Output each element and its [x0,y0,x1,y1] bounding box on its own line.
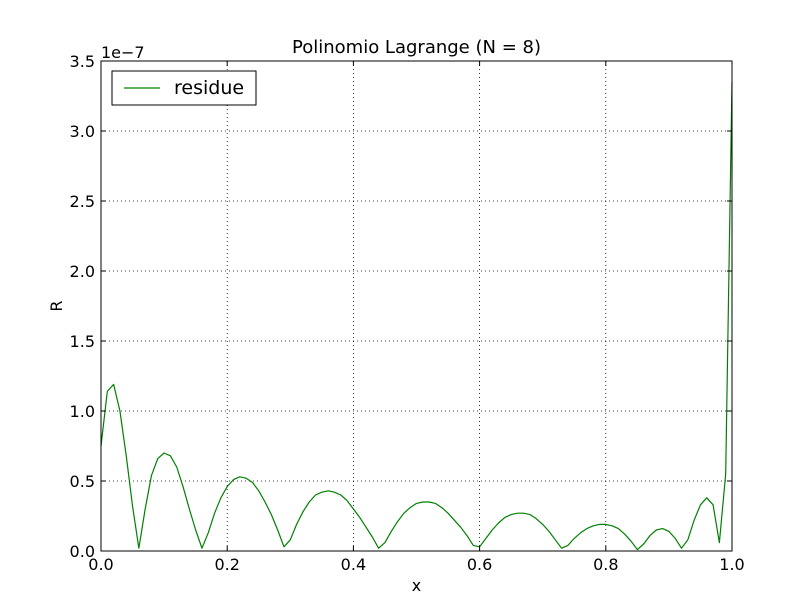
x-tick-label: 0.6 [467,555,492,574]
y-axis-label: R [47,300,66,311]
plot-area-frame [100,60,733,552]
y-axis-scale-label: 1e−7 [101,43,145,62]
x-tick-label: 0.4 [341,555,366,574]
axis-ticks: 0.0 0.2 0.4 0.6 0.8 1.0 0.0 0.5 1.0 1.5 2.0 2.5 3.0 3… [70,52,745,574]
grid [101,61,732,551]
legend-label-residue: residue [174,77,244,99]
x-tick-label: 0.0 [88,555,113,574]
plot-series [100,81,733,551]
y-tick-label: 0.0 [70,542,95,561]
y-tick-label: 3.5 [70,52,95,71]
chart-title: Polinomio Lagrange (N = 8) [292,37,541,58]
y-tick-label: 1.5 [70,332,95,351]
series-line-residue [100,81,733,551]
y-tick-label: 3.0 [70,122,95,141]
x-tick-label: 0.8 [593,555,618,574]
y-tick-label: 1.0 [70,402,95,421]
y-tick-label: 2.0 [70,262,95,281]
x-tick-label: 0.2 [214,555,239,574]
y-tick-label: 2.5 [70,192,95,211]
x-tick-label: 1.0 [719,555,744,574]
y-tick-label: 0.5 [70,472,95,491]
x-axis-label: x [412,576,421,595]
legend: residue [111,70,257,106]
